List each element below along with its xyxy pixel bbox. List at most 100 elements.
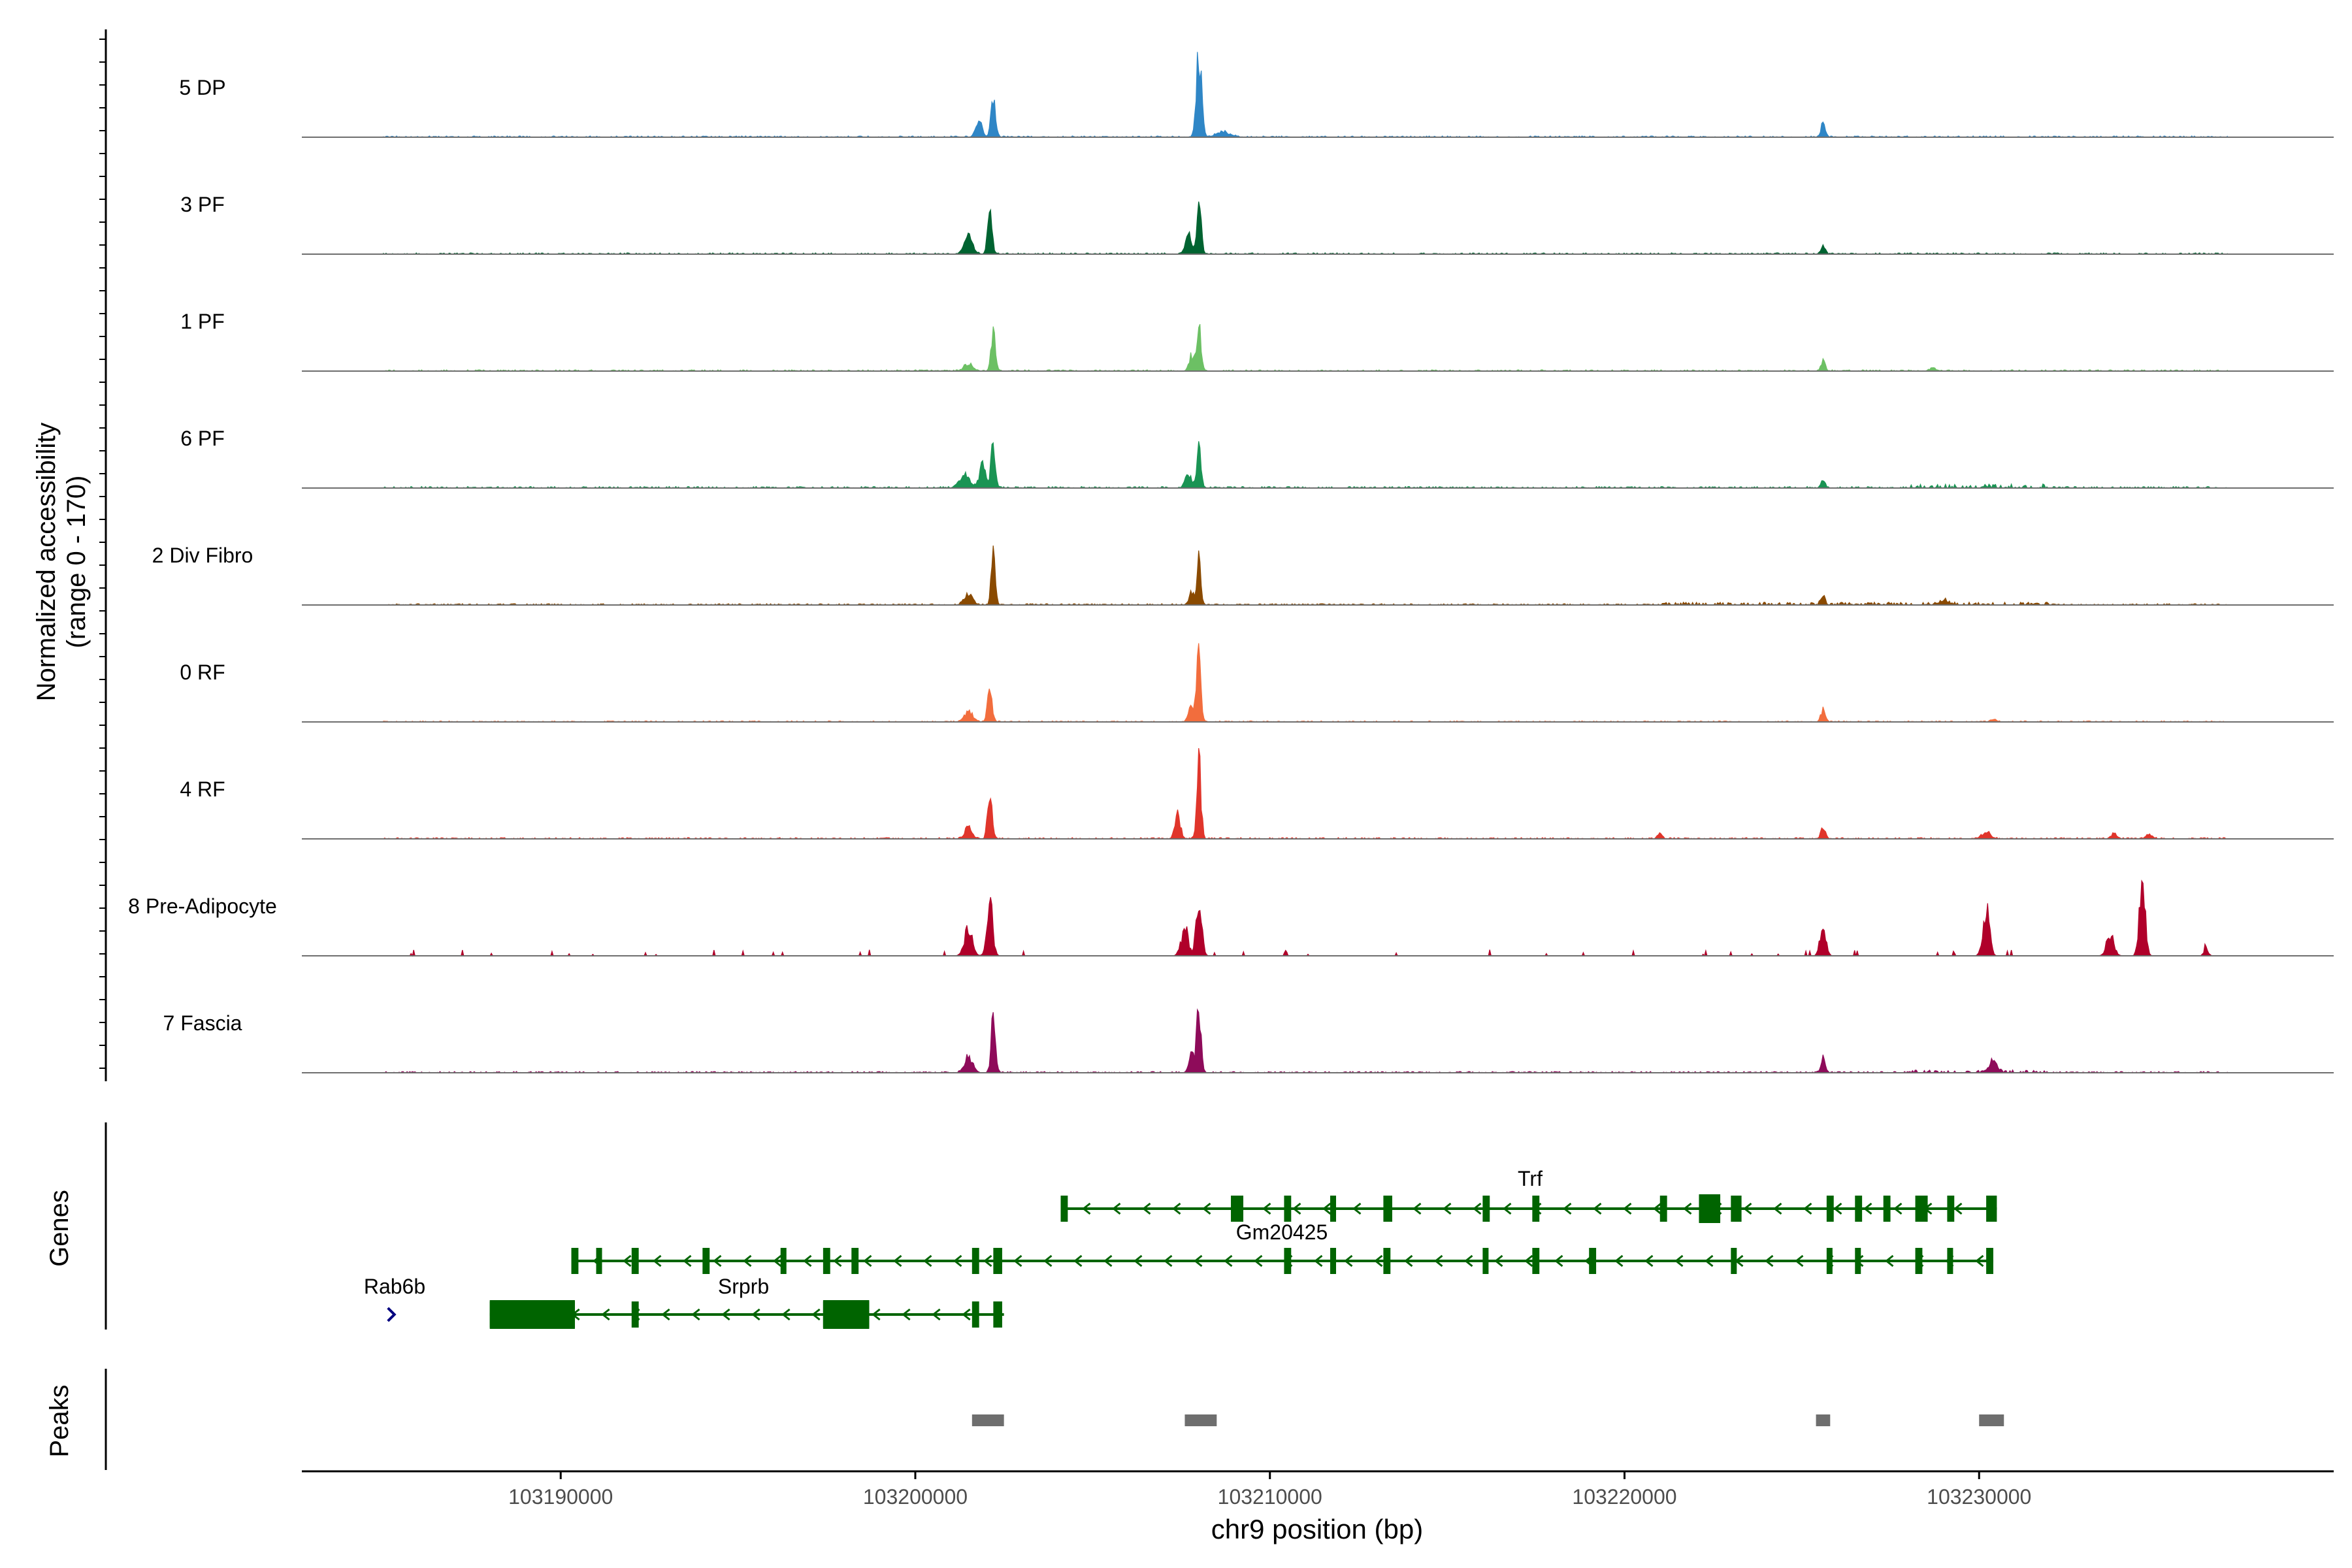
gene-strand-arrow: [1043, 1254, 1053, 1267]
gene-exon: [1383, 1248, 1391, 1274]
gene-strand-arrow: [1833, 1202, 1842, 1215]
gene-strand-arrow: [872, 1308, 881, 1321]
gene-strand-arrow: [893, 1254, 902, 1267]
gene-strand-arrow: [1443, 1202, 1452, 1215]
gene-strand-arrow: [1494, 1254, 1503, 1267]
gene-exon: [596, 1248, 602, 1274]
gene-strand-arrow: [1404, 1254, 1413, 1267]
gene-exon: [1826, 1248, 1833, 1274]
gene-exon: [1532, 1248, 1540, 1274]
x-axis-tick-label: 103210000: [1218, 1485, 1322, 1509]
gene-exon: [571, 1248, 579, 1274]
gene-strand-arrow: [1953, 1202, 1963, 1215]
gene-strand-arrow: [1262, 1202, 1271, 1215]
gene-exon: [1855, 1196, 1863, 1222]
gene-strand-arrow: [1563, 1202, 1572, 1215]
gene-strand-arrow: [1644, 1254, 1654, 1267]
gene-strand-arrow: [1593, 1202, 1602, 1215]
gene-exon: [702, 1248, 710, 1274]
track-1: 5 DP: [179, 52, 2334, 138]
track-6: 0 RF: [180, 643, 2334, 723]
coverage-y-axis-ticks: [99, 39, 106, 1069]
track-8: 8 Pre-Adipocyte: [128, 879, 2334, 957]
gene-strand-arrow: [1464, 1254, 1473, 1267]
gene-exon: [1986, 1248, 1993, 1274]
genes-panel: Trf Gm20425 Srprb Rab6b: [364, 1167, 1997, 1329]
gene-exon: [1482, 1248, 1489, 1274]
track-label: 8 Pre-Adipocyte: [128, 894, 277, 918]
track-5: 2 Div Fibro: [152, 544, 2334, 606]
gene-exon: [1060, 1196, 1068, 1222]
gene-exon: [1589, 1248, 1597, 1274]
x-axis-tick-label: 103220000: [1572, 1485, 1676, 1509]
gene-strand-arrow: [932, 1308, 941, 1321]
gene-exon: [1855, 1248, 1861, 1274]
gene-exon: [1284, 1248, 1292, 1274]
gene-strand-arrow: [713, 1254, 722, 1267]
track-label: 3 PF: [180, 193, 225, 216]
gene-strand-arrow: [923, 1254, 932, 1267]
genes-panel-label: Genes: [45, 1190, 74, 1267]
gene-strand-arrow: [721, 1308, 730, 1321]
gene-strand-arrow: [691, 1308, 700, 1321]
gene-strand-arrow: [781, 1308, 791, 1321]
x-axis-tick-label: 103230000: [1927, 1485, 2031, 1509]
gene-exon: [972, 1248, 979, 1274]
gene-strand-arrow: [1254, 1254, 1263, 1267]
y-axis-label-line1: Normalized accessibility: [32, 423, 61, 702]
gene-exon: [1383, 1196, 1392, 1222]
gene-strand-arrow: [1614, 1254, 1624, 1267]
track-9: 7 Fascia: [163, 1008, 2334, 1074]
track-label: 5 DP: [179, 76, 225, 99]
gene-label: Trf: [1518, 1167, 1543, 1190]
gene-exon: [993, 1248, 1002, 1274]
gene-strand-arrow: [1142, 1202, 1151, 1215]
gene-strand-arrow: [387, 1307, 397, 1322]
gene-strand-arrow: [1885, 1254, 1894, 1267]
gene-strand-arrow: [833, 1254, 842, 1267]
track-label: 2 Div Fibro: [152, 544, 253, 567]
gene-strand-arrow: [1674, 1254, 1684, 1267]
coverage-tracks: 5 DP 3 PF 1 PF 6 PF 2 Div Fibro 0 RF 4 RF 8 Pre…: [128, 52, 2334, 1074]
gene-strand-arrow: [1202, 1202, 1211, 1215]
gene-strand-arrow: [1795, 1254, 1804, 1267]
track-7: 4 RF: [180, 748, 2334, 840]
gene-strand-arrow: [1413, 1202, 1422, 1215]
gene-strand-arrow: [773, 1254, 782, 1267]
gene-strand-arrow: [1224, 1254, 1233, 1267]
gene-strand-arrow: [1743, 1202, 1752, 1215]
gene-strand-arrow: [1653, 1202, 1662, 1215]
gene-exon: [972, 1301, 979, 1328]
gene-gm20425: Gm20425: [571, 1220, 1993, 1274]
gene-trf: Trf: [1060, 1167, 1997, 1223]
gene-strand-arrow: [683, 1254, 692, 1267]
gene-strand-arrow: [1112, 1202, 1121, 1215]
gene-exon: [780, 1248, 787, 1274]
gene-strand-arrow: [1863, 1202, 1872, 1215]
gene-exon: [1947, 1196, 1955, 1222]
track-label: 0 RF: [180, 661, 225, 684]
gene-strand-arrow: [1103, 1254, 1113, 1267]
gene-strand-arrow: [1082, 1202, 1091, 1215]
gene-strand-arrow: [953, 1254, 962, 1267]
gene-strand-arrow: [803, 1254, 812, 1267]
peak-region: [1979, 1414, 2004, 1426]
gene-strand-arrow: [1554, 1254, 1563, 1267]
gene-strand-arrow: [1073, 1254, 1083, 1267]
gene-exon: [1532, 1196, 1540, 1222]
gene-strand-arrow: [1194, 1254, 1203, 1267]
gene-rab6b: Rab6b: [364, 1275, 425, 1322]
gene-strand-arrow: [1683, 1202, 1692, 1215]
gene-strand-arrow: [1893, 1202, 1903, 1215]
gene-strand-arrow: [1524, 1254, 1533, 1267]
gene-strand-arrow: [751, 1308, 760, 1321]
gene-strand-arrow: [623, 1254, 632, 1267]
peak-region: [972, 1414, 1004, 1426]
x-axis-tick-label: 103200000: [863, 1485, 968, 1509]
gene-exon: [851, 1248, 859, 1274]
gene-strand-arrow: [1374, 1254, 1383, 1267]
gene-strand-arrow: [653, 1254, 662, 1267]
gene-strand-arrow: [1134, 1254, 1143, 1267]
gene-exon: [1731, 1196, 1742, 1222]
